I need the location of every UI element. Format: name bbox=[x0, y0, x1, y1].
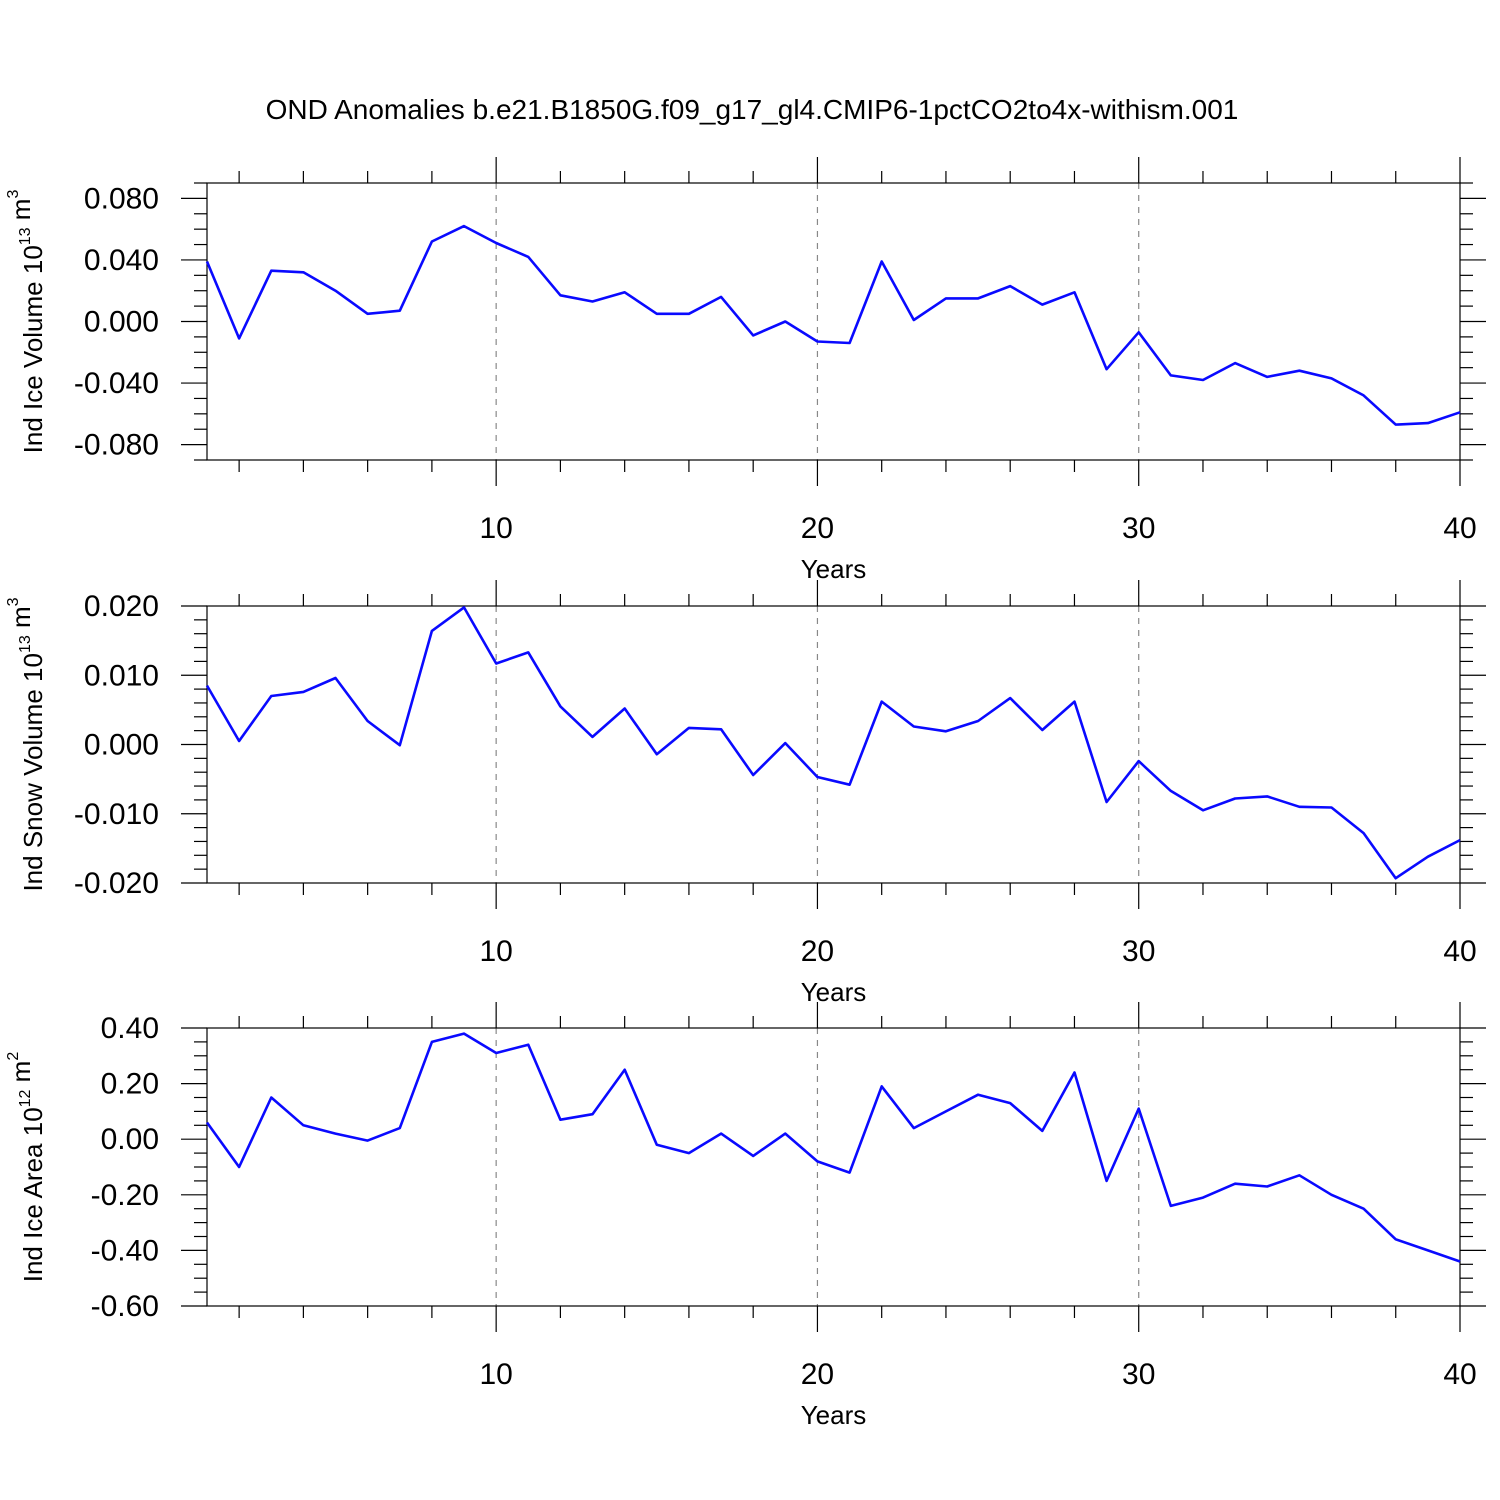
p0-y-axis-label: Ind Ice Volume 1013 m3 bbox=[5, 190, 48, 454]
p1-ytick-label: -0.010 bbox=[74, 798, 159, 831]
p1-series-line bbox=[205, 606, 1461, 880]
figure-title: OND Anomalies b.e21.B1850G.f09_g17_gl4.C… bbox=[266, 94, 1239, 125]
p0-ytick-label: -0.080 bbox=[74, 429, 159, 462]
p0-ytick-label: 0.080 bbox=[84, 182, 159, 215]
p1-ytick-label: -0.020 bbox=[74, 867, 159, 900]
p1-xtick-label-40: 40 bbox=[1443, 935, 1476, 968]
p2-xtick-label-30: 30 bbox=[1122, 1358, 1155, 1391]
p0-ytick-label: -0.040 bbox=[74, 367, 159, 400]
p0-xtick-label-20: 20 bbox=[801, 512, 834, 545]
p0-xtick-label-40: 40 bbox=[1443, 512, 1476, 545]
p2-ytick-label: -0.20 bbox=[91, 1179, 159, 1212]
p0-series-line bbox=[205, 224, 1461, 426]
p2-ytick-label: 0.20 bbox=[101, 1068, 159, 1101]
p2-series-line bbox=[205, 1032, 1461, 1263]
p0-xtick-label-10: 10 bbox=[479, 512, 512, 545]
p2-xtick-label-20: 20 bbox=[801, 1358, 834, 1391]
p1-xtick-label-10: 10 bbox=[479, 935, 512, 968]
p2-ytick-label: 0.40 bbox=[101, 1012, 159, 1045]
p2-ytick-label: -0.40 bbox=[91, 1234, 159, 1267]
p1-ytick-label: 0.020 bbox=[84, 590, 159, 623]
p0-plot-frame bbox=[206, 182, 1461, 461]
panel-ice-volume: 10 20 30 40 Years -0.080 -0.040 0.000 0.040 0.080… bbox=[5, 157, 1486, 584]
p1-xtick-label-20: 20 bbox=[801, 935, 834, 968]
p2-ytick-label: -0.60 bbox=[91, 1290, 159, 1323]
p0-xtick-label-30: 30 bbox=[1122, 512, 1155, 545]
p1-ytick-label: 0.000 bbox=[84, 729, 159, 762]
p2-y-axis-label: Ind Ice Area 1012 m2 bbox=[5, 1052, 48, 1283]
p1-x-axis-label: Years bbox=[801, 977, 867, 1007]
p2-xtick-label-10: 10 bbox=[479, 1358, 512, 1391]
p2-x-axis-label: Years bbox=[801, 1400, 867, 1430]
p0-x-axis-label: Years bbox=[801, 554, 867, 584]
p2-xtick-label-40: 40 bbox=[1443, 1358, 1476, 1391]
p1-plot-frame bbox=[206, 605, 1461, 884]
p2-ytick-label: 0.00 bbox=[101, 1123, 159, 1156]
p1-xtick-label-30: 30 bbox=[1122, 935, 1155, 968]
panel-ice-area: 10 20 30 40 Years -0.60 -0.40 -0.20 0.00 0.20 0.40… bbox=[5, 1002, 1486, 1430]
p0-ytick-label: 0.000 bbox=[84, 306, 159, 339]
p0-ytick-label: 0.040 bbox=[84, 244, 159, 277]
p1-y-axis-label: Ind Snow Volume 1013 m3 bbox=[5, 597, 48, 891]
panel-snow-volume: 10 20 30 40 Years -0.020 -0.010 0.000 0.010 0.020… bbox=[5, 580, 1486, 1007]
p1-ytick-label: 0.010 bbox=[84, 659, 159, 692]
